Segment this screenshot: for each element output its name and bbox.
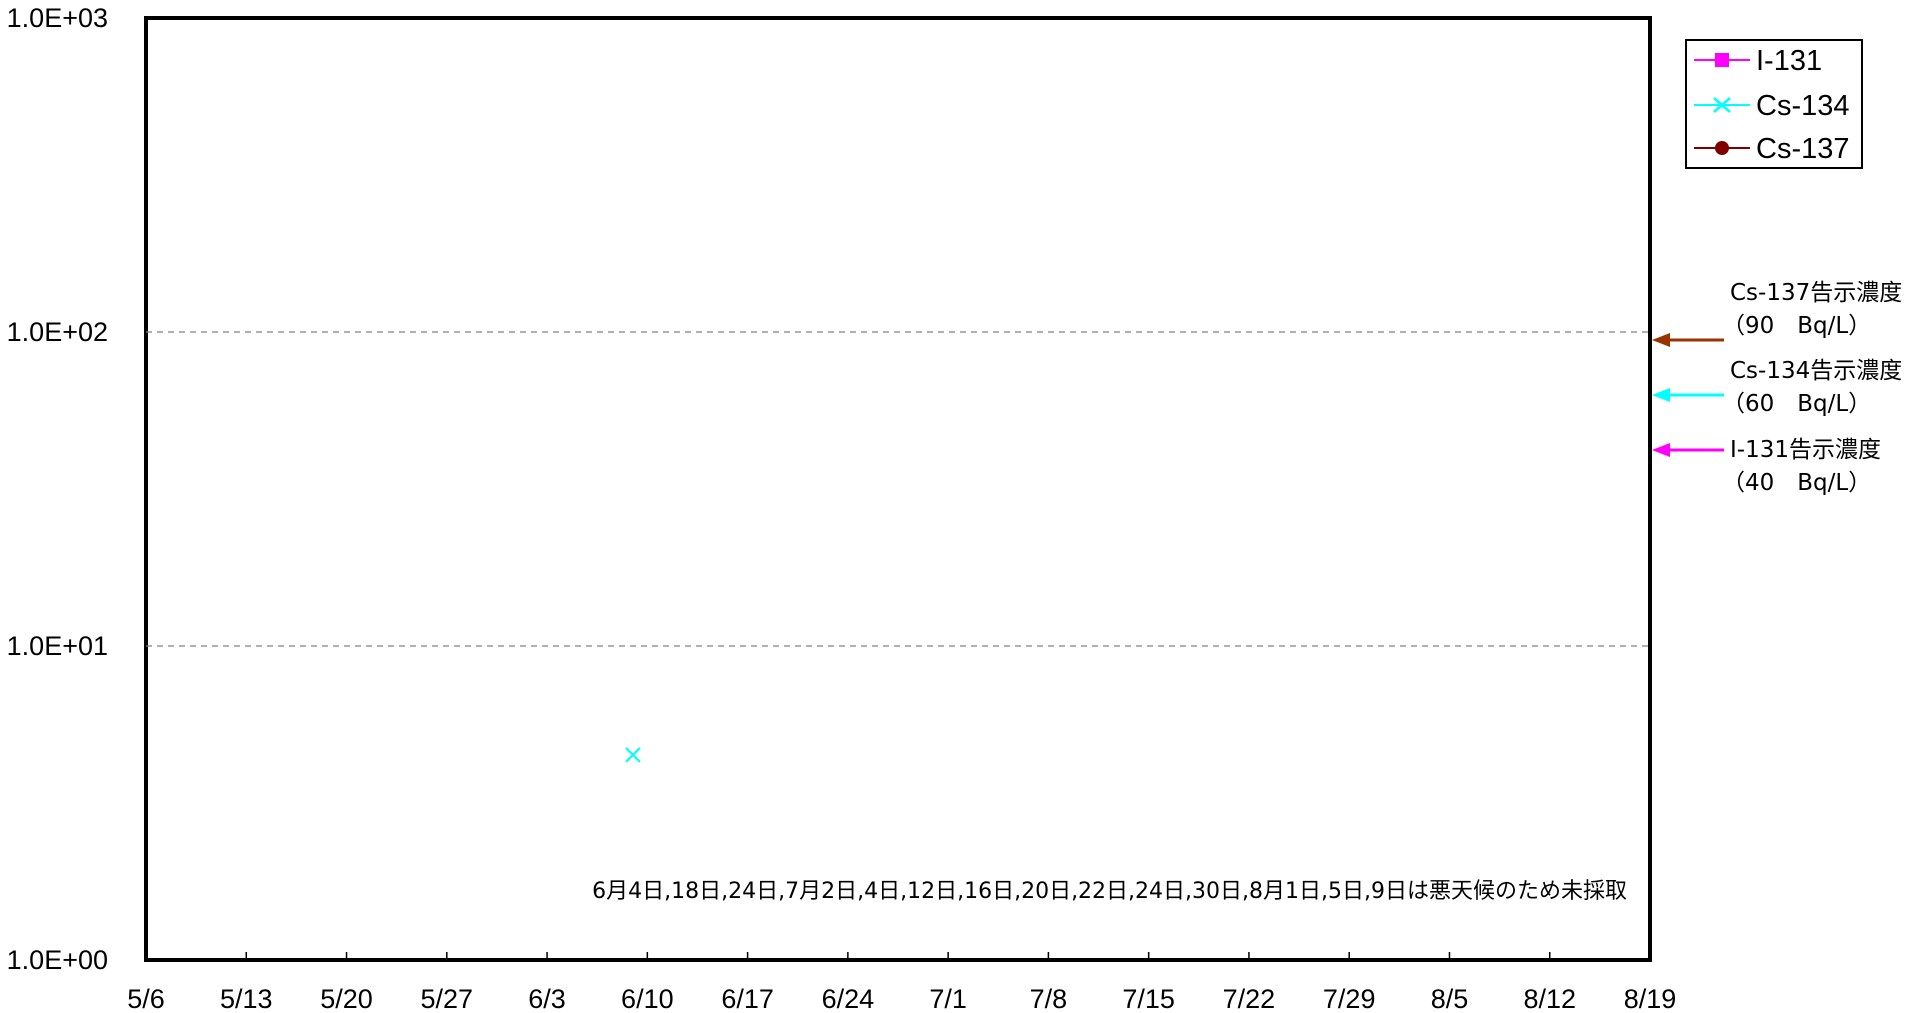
x-tick-label: 7/8 [1030,984,1068,1013]
arrow-left-icon [1652,333,1670,347]
x-tick-label: 8/5 [1431,984,1469,1013]
x-tick-label: 5/20 [320,984,373,1013]
square-marker-icon [1715,53,1729,67]
reference-cs137: Cs-137告示濃度 （90 Bq/L） [1652,280,1902,347]
x-tick-label: 6/17 [721,984,774,1013]
grid-lines [146,331,1650,647]
y-axis: 1.0E+00 1.0E+01 1.0E+02 1.0E+03 [7,3,108,975]
plot-area [144,16,1652,962]
y-tick-label: 1.0E+01 [7,631,108,661]
x-tick-label: 7/1 [929,984,967,1013]
legend-item-i131: I-131 [1694,45,1822,77]
y-tick-label: 1.0E+02 [7,317,108,347]
reference-i131: I-131告示濃度 （40 Bq/L） [1652,437,1881,496]
legend-label-cs137: Cs-137 [1756,133,1850,165]
x-tick-label: 6/3 [528,984,566,1013]
x-tick-label: 7/22 [1223,984,1276,1013]
x-tick-label: 8/12 [1523,984,1576,1013]
arrow-left-icon [1652,388,1670,402]
ref-label-i131: I-131告示濃度 [1730,437,1881,463]
x-tick-label: 5/27 [421,984,474,1013]
note-annotation: 6月4日,18日,24日,7月2日,4日,12日,16日,20日,22日,24日… [592,879,1627,904]
circle-marker-icon [1715,141,1729,155]
arrow-left-icon [1652,443,1670,457]
legend-label-cs134: Cs-134 [1756,90,1850,122]
ref-value-cs137: （90 Bq/L） [1722,313,1871,339]
ref-label-cs137: Cs-137告示濃度 [1730,280,1902,306]
legend: I-131 Cs-134 Cs-137 [1685,39,1863,169]
x-marker-icon [1713,97,1731,113]
legend-label-i131: I-131 [1756,45,1822,77]
x-axis: 5/6 5/13 5/20 5/27 6/3 6/10 6/17 6/24 7/1 7/8 7/15… [127,952,1676,1013]
x-tick-label: 6/10 [621,984,674,1013]
y-tick-label: 1.0E+00 [7,945,108,975]
legend-item-cs134: Cs-134 [1694,90,1850,122]
x-tick-label: 5/13 [220,984,273,1013]
ref-value-i131: （40 Bq/L） [1722,470,1871,496]
legend-item-cs137: Cs-137 [1694,133,1850,165]
data-points [625,747,641,763]
x-tick-label: 7/15 [1122,984,1175,1013]
ref-label-cs134: Cs-134告示濃度 [1730,358,1902,384]
x-tick-label: 5/6 [127,984,165,1013]
x-tick-label: 7/29 [1323,984,1376,1013]
x-tick-label: 8/19 [1624,984,1677,1013]
ref-value-cs134: （60 Bq/L） [1722,391,1871,417]
data-point-cs134 [625,747,641,763]
x-tick-label: 6/24 [822,984,875,1013]
reference-cs134: Cs-134告示濃度 （60 Bq/L） [1652,358,1902,417]
y-tick-label: 1.0E+03 [7,3,108,33]
